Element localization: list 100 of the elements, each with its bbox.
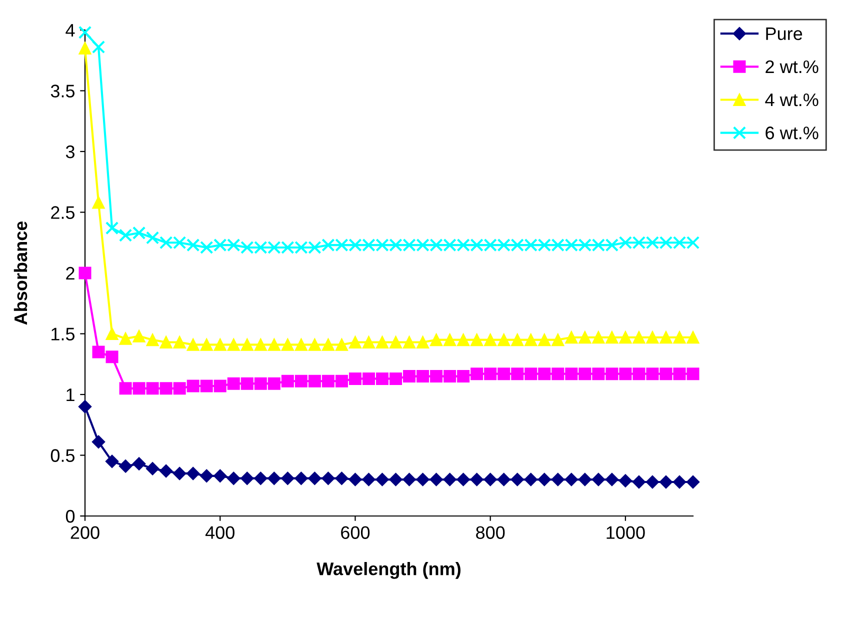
y-tick-label: 4 — [66, 24, 75, 37]
point — [254, 377, 267, 390]
point — [673, 331, 686, 344]
point — [348, 472, 362, 486]
point — [146, 462, 160, 476]
legend-label: 6 wt.% — [766, 126, 818, 140]
point — [376, 472, 389, 486]
point — [92, 346, 105, 358]
point — [444, 370, 456, 383]
point — [92, 40, 106, 54]
point — [673, 368, 686, 380]
point — [227, 338, 240, 351]
y-tick-label: 3.5 — [50, 84, 75, 98]
point — [119, 332, 132, 345]
point — [159, 464, 173, 478]
point — [200, 380, 213, 392]
point — [497, 472, 510, 486]
point — [78, 400, 92, 414]
point — [619, 368, 632, 380]
point — [281, 374, 294, 388]
point — [322, 374, 334, 388]
point — [511, 368, 524, 380]
y-tick-label: 2 — [66, 266, 74, 280]
y-tick-label: 1 — [66, 388, 74, 402]
point — [498, 368, 510, 380]
point — [173, 336, 186, 349]
point — [484, 472, 497, 486]
point — [160, 382, 172, 395]
point — [268, 472, 281, 485]
point — [348, 372, 362, 385]
legend-label: 2 wt.% — [766, 60, 818, 74]
x-axis-title: Wavelength (nm) — [316, 562, 460, 579]
point — [160, 336, 172, 349]
point — [268, 338, 280, 351]
point — [227, 377, 240, 390]
point — [510, 472, 524, 486]
point — [132, 330, 146, 342]
point — [430, 472, 443, 486]
point — [659, 475, 673, 489]
point — [390, 336, 402, 349]
point — [106, 350, 118, 364]
point — [173, 382, 186, 395]
point — [78, 266, 92, 280]
point — [348, 336, 362, 349]
y-tick-label: 2.5 — [51, 206, 75, 219]
point — [78, 26, 92, 40]
point — [146, 231, 160, 244]
point — [592, 368, 605, 380]
point — [552, 334, 564, 346]
point — [606, 331, 618, 344]
point — [376, 336, 388, 349]
x-tick-label: 1000 — [606, 526, 645, 539]
point — [227, 472, 240, 485]
point — [146, 334, 159, 346]
y-tick-label: 1.5 — [52, 328, 75, 340]
x-tick-label: 200 — [70, 526, 100, 539]
point — [618, 474, 632, 488]
point — [362, 336, 375, 349]
point — [660, 331, 672, 344]
point — [619, 331, 632, 344]
point — [592, 472, 606, 486]
point — [470, 368, 484, 380]
point — [524, 368, 538, 380]
point — [511, 334, 524, 346]
point — [214, 338, 226, 351]
point — [78, 42, 92, 54]
point — [402, 472, 416, 486]
point — [335, 338, 348, 351]
x-tick-label: 800 — [476, 526, 505, 539]
point — [538, 334, 551, 346]
point — [200, 469, 214, 482]
y-axis-title: Absorbance — [14, 221, 28, 325]
point — [214, 469, 227, 482]
point — [308, 374, 321, 388]
point — [672, 475, 686, 489]
point — [632, 368, 646, 380]
point — [416, 336, 430, 349]
point — [416, 370, 430, 383]
point — [268, 377, 280, 390]
point — [498, 334, 510, 346]
point — [254, 472, 268, 485]
y-tick-label: 0 — [66, 510, 75, 523]
x-tick-label: 600 — [341, 526, 370, 539]
point — [376, 372, 388, 385]
point — [456, 472, 470, 486]
point — [686, 368, 700, 380]
point — [660, 368, 672, 380]
point — [686, 475, 700, 489]
legend-label: 4 wt.% — [765, 94, 818, 106]
point — [240, 338, 254, 351]
point — [538, 472, 551, 486]
point — [538, 368, 551, 380]
point — [186, 338, 200, 351]
point — [294, 472, 308, 485]
point — [632, 475, 646, 489]
point — [240, 377, 254, 390]
point — [470, 334, 484, 346]
point — [119, 382, 132, 395]
point — [200, 338, 213, 351]
point — [578, 331, 592, 344]
